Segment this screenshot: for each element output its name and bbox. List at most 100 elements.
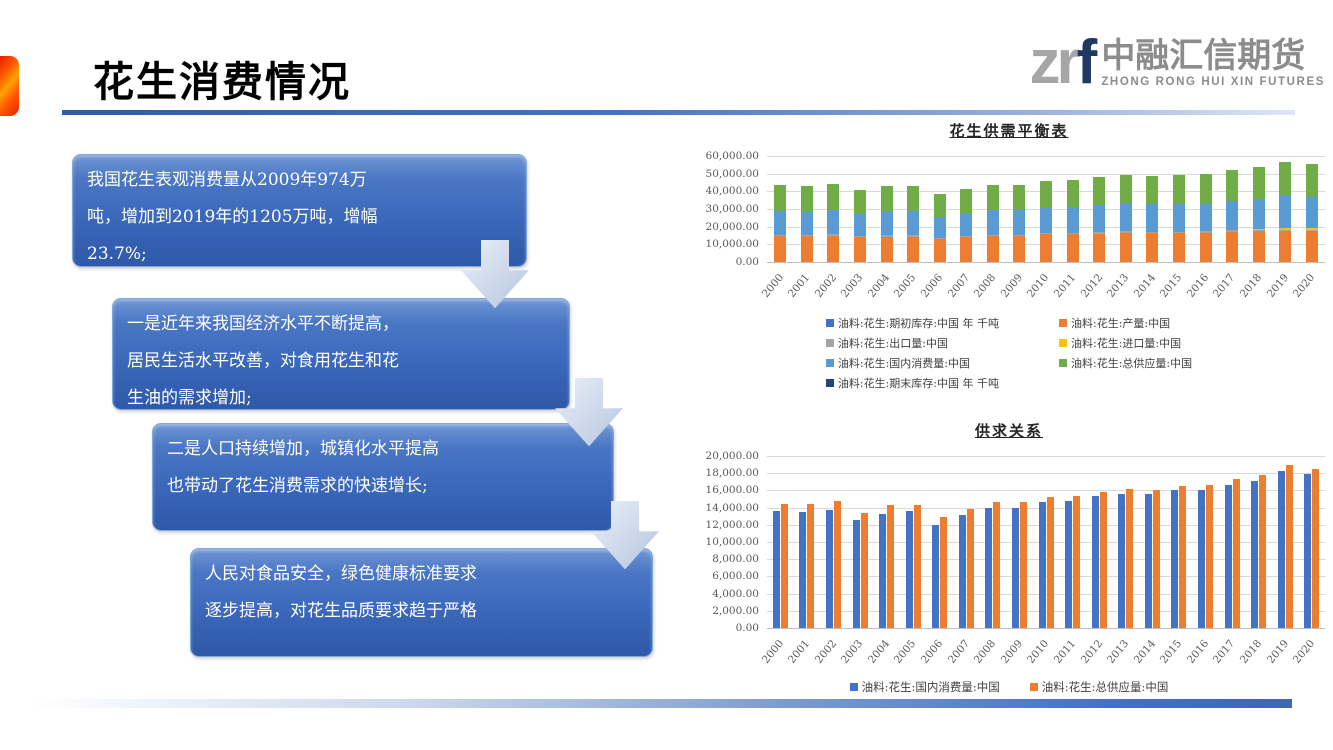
- bar-segment: [827, 235, 840, 262]
- plot: 2000 2001 2002 2003 2004 2005 2006 2007 2008 2009…: [759, 456, 1326, 666]
- legend-item: 油料:花生:总供应量:中国: [1029, 679, 1168, 695]
- bar-group: 2010: [1025, 156, 1060, 300]
- flow-box-food-safety: 人民对食品安全，绿色健康标准要求 逐步提高，对花生品质要求趋于严格: [190, 548, 653, 657]
- bar-segment: [1199, 231, 1212, 233]
- legend-marker-icon: [849, 683, 858, 691]
- bar-segment: [1172, 203, 1185, 232]
- y-tick-label: 4,000.00: [712, 587, 759, 600]
- legend-label: 油料:花生:出口量:中国: [837, 337, 948, 350]
- bar-group: 2006: [919, 156, 953, 300]
- legend-item: 油料:花生:总供应量:中国: [1059, 355, 1192, 371]
- bar-segment: [907, 186, 920, 212]
- legend-marker-icon: [1059, 339, 1067, 347]
- bar-segment: [933, 216, 946, 238]
- bar-group: 2012: [1078, 156, 1113, 300]
- bar-segment: [1199, 173, 1212, 203]
- legend-label: 油料:花生:期末库存:中国 年 千吨: [837, 377, 999, 390]
- bar-segment: [1305, 196, 1318, 229]
- bar: [905, 511, 913, 628]
- bar-group: 2001: [786, 456, 821, 666]
- bar-segment: [1226, 200, 1239, 231]
- bar: [1126, 489, 1134, 628]
- bar: [807, 504, 815, 628]
- bar-segment: [1066, 234, 1079, 262]
- y-tick-label: 40,000.00: [705, 185, 759, 198]
- legend-item: 油料:花生:出口量:中国: [825, 335, 999, 351]
- bar-group: 2009: [999, 156, 1033, 300]
- legend-item: 油料:花生:期末库存:中国 年 千吨: [825, 375, 999, 391]
- bar-segment: [1146, 231, 1159, 233]
- bar: [1091, 496, 1099, 628]
- bar-group: 2018: [1238, 156, 1272, 300]
- y-tick-label: 2,000.00: [712, 604, 759, 617]
- bar-segment: [1013, 210, 1026, 236]
- bar-segment: [1119, 203, 1132, 232]
- y-axis: 0.00 10,000.00 20,000.00 30,000.00 40,000.00…: [693, 150, 767, 268]
- bar-segment: [880, 186, 893, 212]
- bar: [1179, 486, 1187, 628]
- y-tick-label: 10,000.00: [705, 238, 759, 251]
- bar-group: 2005: [892, 156, 927, 300]
- bar-group: 2005: [892, 456, 927, 666]
- bar-segment: [907, 235, 920, 237]
- bar-segment: [1013, 235, 1026, 237]
- bar-segment: [907, 236, 920, 262]
- bar-segment: [827, 234, 840, 236]
- gridline: [767, 456, 1325, 457]
- footer-divider: [30, 699, 1292, 708]
- bar: [1019, 502, 1027, 628]
- bar-group: 2013: [1105, 456, 1140, 666]
- bar-group: 2020: [1291, 156, 1326, 300]
- gridline: [767, 542, 1325, 543]
- bar-group: 2020: [1291, 456, 1326, 666]
- legend-label: 油料:花生:国内消费量:中国: [861, 680, 1000, 694]
- y-tick-label: 12,000.00: [705, 518, 759, 531]
- bar-group: 2011: [1052, 456, 1086, 666]
- bar-segment: [1172, 233, 1185, 262]
- logo-chinese-name: 中融汇信期货: [1101, 36, 1306, 76]
- y-tick-label: 20,000.00: [705, 220, 759, 233]
- gridline: [767, 507, 1325, 509]
- bar-segment: [1172, 231, 1185, 234]
- gridline: [767, 610, 1325, 612]
- bar: [1171, 490, 1179, 628]
- bar-segment: [1066, 180, 1079, 208]
- y-tick-label: 18,000.00: [705, 467, 759, 480]
- red-accent-shape: [0, 56, 19, 116]
- bar-segment: [1013, 184, 1026, 211]
- company-logo: zrf 中融汇信期货 ZHONG RONG HUI XIN FUTURES: [1030, 32, 1325, 94]
- bar-segment: [1040, 233, 1053, 235]
- bar-segment: [1119, 175, 1132, 204]
- bar-segment: [1119, 232, 1132, 262]
- y-tick-label: 0.00: [735, 622, 759, 634]
- bar-group: 2000: [759, 456, 794, 666]
- plot: 2000 2001 2002 2003 2004 2005 2006 2007 2008 2009…: [759, 156, 1326, 300]
- bar-group: 2017: [1211, 456, 1246, 666]
- legend-marker-icon: [825, 339, 834, 347]
- bar: [1232, 478, 1240, 628]
- legend-marker-icon: [825, 379, 834, 387]
- legend-marker-icon: [1059, 359, 1067, 367]
- bar-segment: [880, 235, 893, 237]
- bar-segment: [1119, 231, 1132, 233]
- bar-segment: [1279, 162, 1292, 196]
- bar-segment: [880, 236, 893, 262]
- bar: [913, 505, 921, 628]
- bar-group: 2015: [1158, 156, 1193, 300]
- bar-segment: [933, 193, 946, 217]
- bar-group: 2015: [1158, 456, 1193, 666]
- chart-plot-area: 0.00 10,000.00 20,000.00 30,000.00 40,000.00…: [693, 150, 1326, 300]
- bar-group: 2018: [1238, 456, 1272, 666]
- bar-segment: [1066, 233, 1079, 235]
- header-divider: [62, 110, 1295, 115]
- legend-item: 油料:花生:国内消费量:中国: [849, 679, 1000, 695]
- logo-text: 中融汇信期货 ZHONG RONG HUI XIN FUTURES: [1101, 38, 1325, 88]
- supply-demand-balance-chart: 花生供需平衡表 0.00 10,000.00 20,000.00 30,000.00 4…: [693, 120, 1325, 391]
- bar-segment: [986, 184, 999, 211]
- bar: [1198, 490, 1206, 628]
- page-title: 花生消费情况: [93, 58, 351, 106]
- bar-segment: [1040, 180, 1053, 208]
- bar-group: 2008: [972, 456, 1007, 666]
- bar-segment: [986, 235, 999, 262]
- bar-segment: [1146, 232, 1159, 262]
